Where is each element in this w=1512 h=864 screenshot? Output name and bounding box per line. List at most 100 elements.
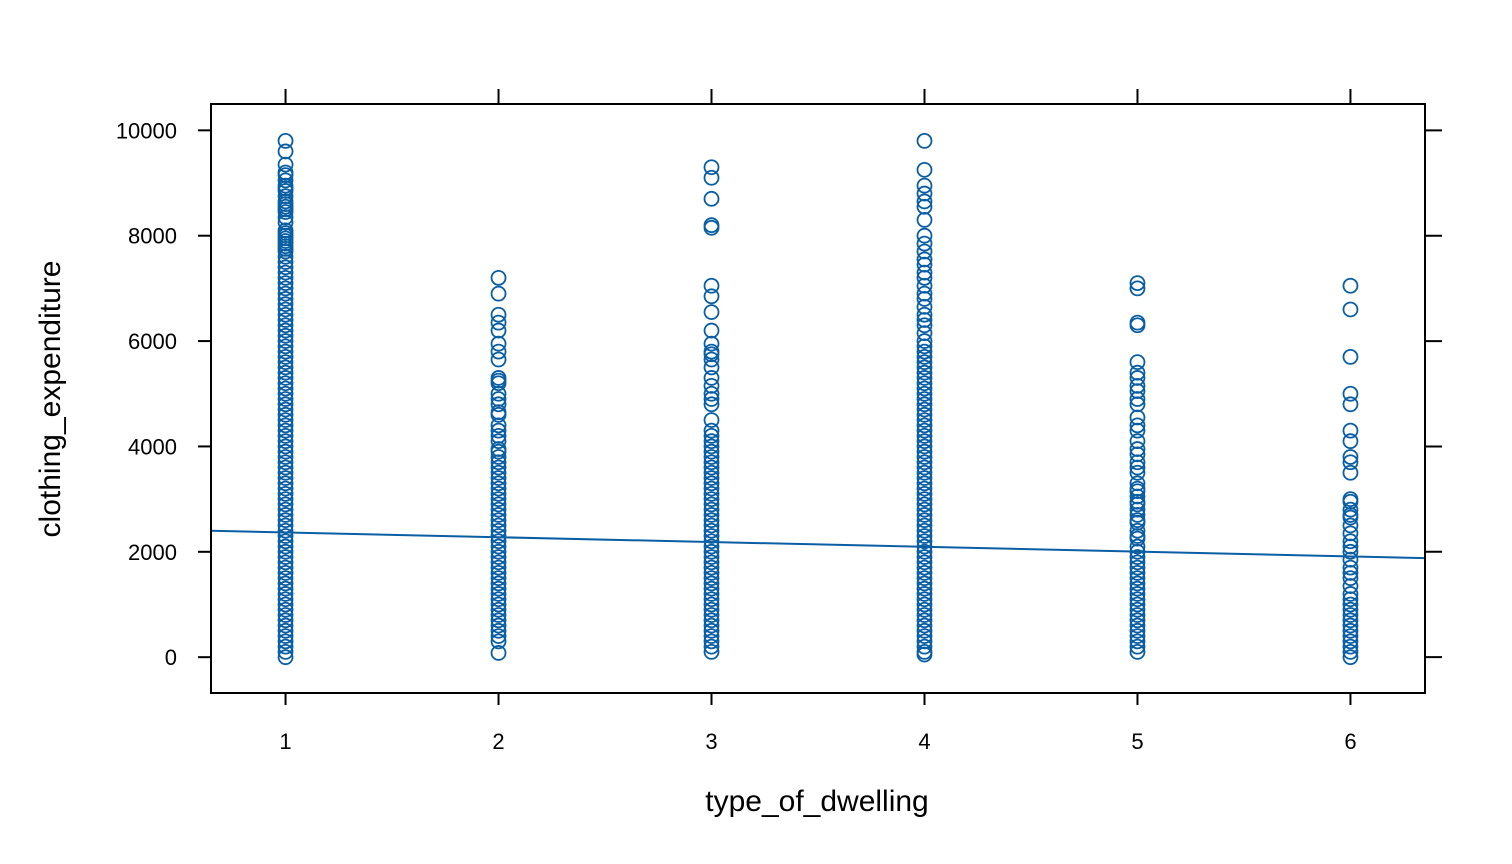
data-point — [490, 554, 507, 571]
data-point — [277, 485, 294, 502]
data-point — [277, 248, 294, 265]
data-point — [277, 285, 294, 302]
data-point — [277, 296, 294, 313]
data-point — [916, 161, 933, 178]
data-point — [490, 596, 507, 613]
data-point — [703, 219, 720, 236]
data-point — [277, 459, 294, 476]
data-point — [703, 475, 720, 492]
data-point — [490, 512, 507, 529]
data-point — [703, 412, 720, 429]
data-point — [703, 612, 720, 629]
data-point — [1129, 417, 1146, 434]
data-point — [703, 607, 720, 623]
data-point — [277, 596, 294, 613]
data-point — [277, 385, 294, 402]
data-point — [1129, 628, 1146, 644]
data-point — [1342, 644, 1359, 660]
data-point — [703, 433, 720, 450]
data-point — [916, 501, 933, 518]
data-point — [703, 396, 720, 413]
data-point — [703, 438, 720, 455]
data-point — [277, 591, 294, 608]
data-point — [277, 204, 294, 220]
data-point — [916, 348, 933, 365]
data-point — [916, 193, 933, 210]
data-point — [277, 622, 294, 639]
data-point — [277, 480, 294, 497]
data-point — [916, 243, 933, 260]
data-point — [1342, 543, 1359, 560]
data-point — [277, 496, 294, 513]
data-point — [490, 549, 507, 565]
y-tick-label: 2000 — [128, 540, 177, 565]
data-point — [1342, 509, 1359, 526]
data-point — [916, 570, 933, 587]
data-point — [1342, 433, 1359, 450]
data-point — [1342, 617, 1359, 634]
data-point — [1129, 554, 1146, 571]
data-point — [1342, 622, 1359, 639]
data-point — [703, 543, 720, 560]
data-point — [703, 304, 720, 321]
data-point — [916, 586, 933, 602]
data-point — [916, 291, 933, 307]
data-point — [916, 575, 933, 592]
data-point — [703, 491, 720, 508]
data-point — [1342, 628, 1359, 644]
data-point — [277, 580, 294, 597]
data-point — [277, 617, 294, 634]
data-point — [277, 470, 294, 486]
data-point — [916, 543, 933, 560]
x-tick-label: 3 — [705, 729, 717, 754]
data-point — [1342, 277, 1359, 294]
data-point — [1342, 559, 1359, 576]
data-point — [277, 156, 294, 173]
data-point — [1129, 607, 1146, 623]
data-point — [490, 501, 507, 518]
data-point — [916, 211, 933, 228]
points-layer — [277, 132, 1359, 666]
data-point — [490, 443, 507, 460]
data-point — [916, 485, 933, 502]
data-point — [916, 396, 933, 413]
data-point — [490, 406, 507, 423]
data-point — [916, 132, 933, 149]
data-point — [277, 391, 294, 407]
x-tick-label: 2 — [492, 729, 504, 754]
data-point — [703, 622, 720, 639]
data-point — [703, 351, 720, 368]
data-point — [916, 507, 933, 523]
data-point — [1342, 570, 1359, 587]
data-point — [277, 575, 294, 592]
data-point — [277, 491, 294, 508]
data-point — [703, 517, 720, 534]
data-point — [916, 343, 933, 360]
data-point — [277, 528, 294, 544]
data-point — [703, 459, 720, 476]
data-point — [1342, 464, 1359, 481]
data-point — [277, 612, 294, 629]
data-point — [916, 438, 933, 455]
data-point — [277, 132, 294, 149]
data-point — [916, 646, 933, 663]
data-point — [1342, 501, 1359, 518]
data-point — [490, 433, 507, 450]
data-point — [277, 338, 294, 355]
data-point — [277, 628, 294, 644]
data-point — [277, 269, 294, 286]
data-point — [916, 517, 933, 534]
data-point — [490, 543, 507, 560]
data-point — [703, 335, 720, 352]
data-point — [916, 391, 933, 407]
data-point — [916, 559, 933, 576]
data-point — [277, 343, 294, 360]
data-point — [916, 628, 933, 644]
data-point — [490, 617, 507, 634]
y-tick-label: 8000 — [128, 224, 177, 249]
data-point — [277, 364, 294, 381]
data-point — [1342, 517, 1359, 534]
data-point — [916, 464, 933, 481]
data-point — [916, 385, 933, 402]
data-point — [490, 480, 507, 497]
